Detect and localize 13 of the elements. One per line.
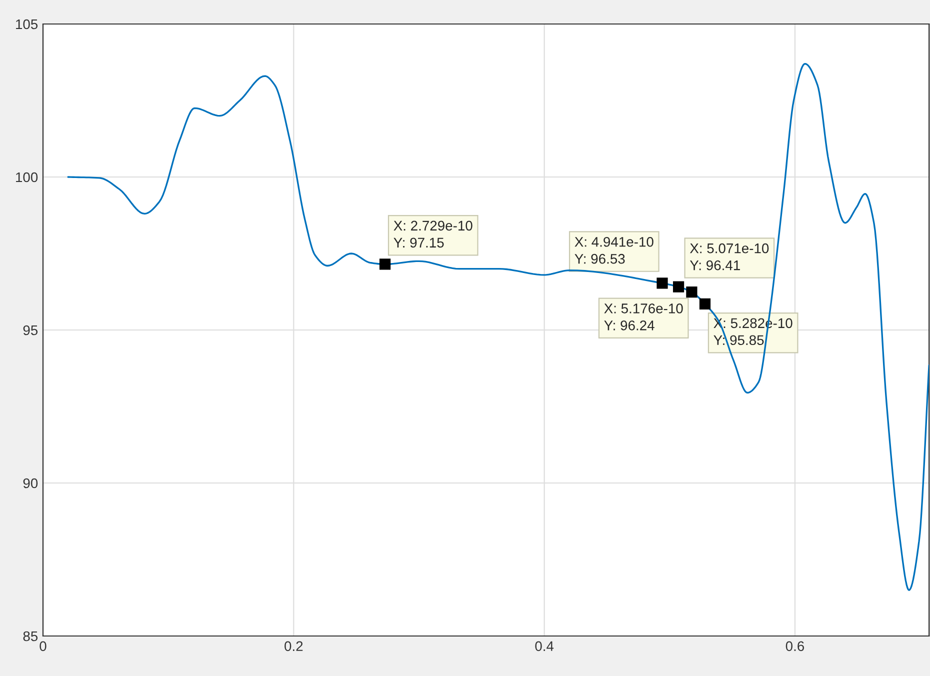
x-tick-label: 0.6 xyxy=(786,641,804,652)
annotation: X: 4.941e-10 Y: 96.53 xyxy=(574,236,654,264)
x-tick-label: 0.2 xyxy=(284,641,303,652)
x-tick-label: 0 xyxy=(40,641,46,652)
y-tick-label: 90 xyxy=(23,478,38,488)
y-tick-label: 105 xyxy=(16,19,38,30)
annotation: X: 2.729e-10 Y: 97.15 xyxy=(394,220,472,248)
annotation: X: 5.176e-10 Y: 96.24 xyxy=(604,304,683,330)
y-tick-label: 100 xyxy=(16,172,38,182)
x-tick-label: 0.4 xyxy=(535,641,554,652)
y-tick-label: 95 xyxy=(23,325,38,336)
y-tick-label: 85 xyxy=(23,631,38,642)
annotation: X: 5.071e-10 Y: 96.41 xyxy=(690,243,769,270)
